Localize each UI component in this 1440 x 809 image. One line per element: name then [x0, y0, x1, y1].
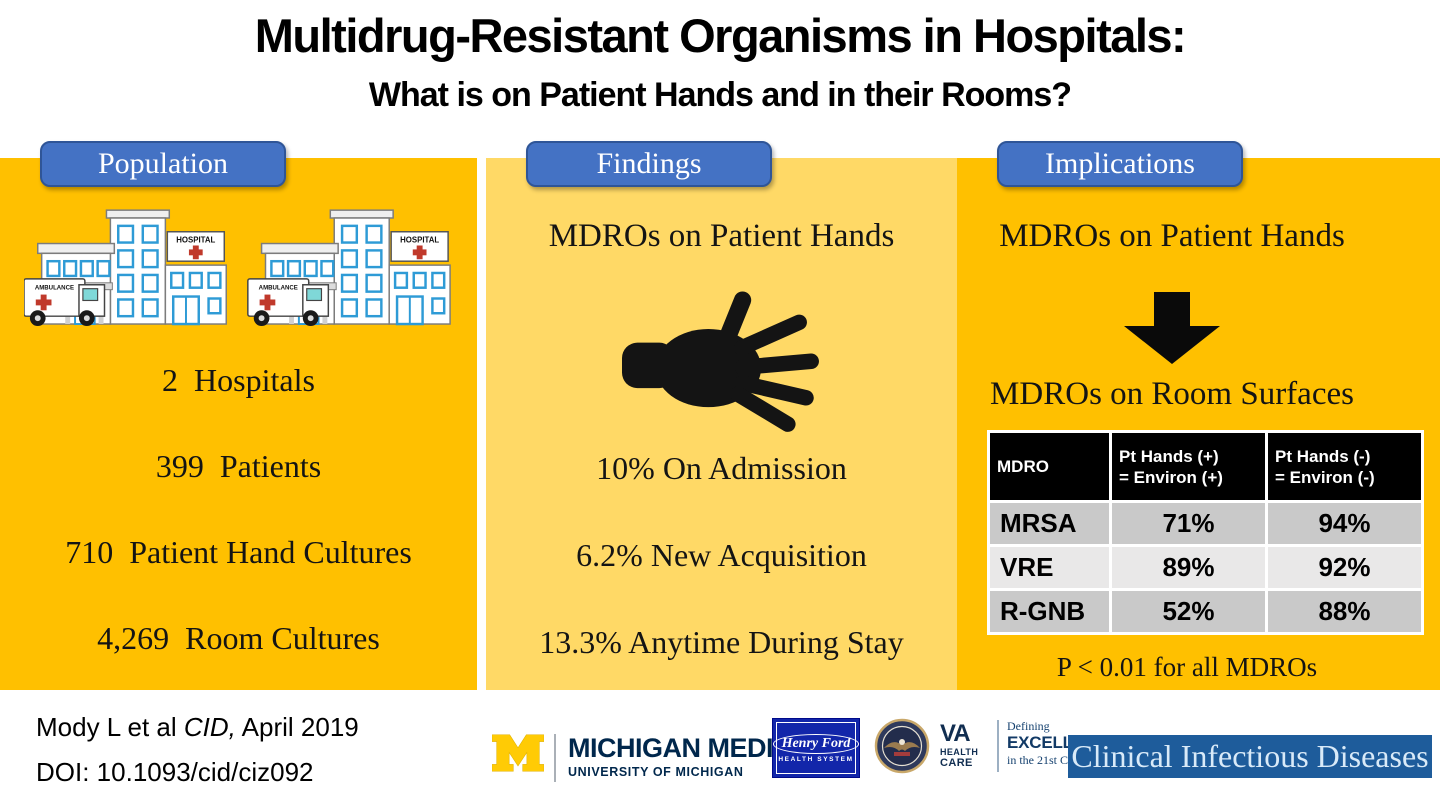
page-title: Multidrug-Resistant Organisms in Hospita…: [254, 9, 1187, 62]
header-line: = Environ (-): [1275, 467, 1375, 487]
cell-mdro-name: VRE: [987, 544, 1112, 591]
cell-mdro-name: MRSA: [987, 500, 1112, 547]
citation-post: April 2019: [235, 712, 359, 742]
mdro-table: MDRO Pt Hands (+) = Environ (+) Pt Hands …: [987, 430, 1424, 635]
finding-new-acquisition: 6.2% New Acquisition: [576, 537, 867, 573]
university-of-michigan-label: UNIVERSITY OF MICHIGAN: [568, 765, 744, 779]
michigan-block-m-icon: [492, 734, 544, 772]
down-arrow-icon: [1124, 292, 1220, 364]
implications-heading-bottom: MDROs on Room Surfaces: [990, 376, 1354, 412]
va-label: VA: [940, 720, 971, 747]
va-tagline-defining: Defining: [1007, 719, 1050, 733]
logo-divider: [554, 734, 556, 782]
population-header-badge: Population: [40, 141, 286, 187]
findings-column: Findings MDROs on Patient Hands 10% On A…: [486, 141, 957, 690]
citation-line: Mody L et al CID, April 2019: [36, 712, 359, 743]
henry-ford-logo: Henry Ford HEALTH SYSTEM: [772, 718, 860, 778]
table-row: MRSA 71% 94%: [987, 500, 1424, 547]
header-line: Pt Hands (+): [1119, 446, 1219, 466]
cell-neg-value: 88%: [1265, 588, 1424, 635]
cell-pos-value: 71%: [1109, 500, 1268, 547]
header-line: MDRO: [997, 457, 1049, 476]
va-health-label: HEALTH: [940, 747, 979, 757]
stat-value: 399: [155, 448, 204, 484]
henry-ford-script: Henry Ford: [772, 733, 860, 754]
table-row: VRE 89% 92%: [987, 544, 1424, 591]
footer: Mody L et al CID, April 2019 DOI: 10.109…: [0, 690, 1440, 809]
header-line: Pt Hands (-): [1275, 446, 1371, 466]
stat-label: Room Cultures: [185, 620, 380, 656]
header-line: = Environ (+): [1119, 467, 1223, 487]
finding-anytime: 13.3% Anytime During Stay: [539, 624, 904, 660]
p-value-footnote: P < 0.01 for all MDROs: [1056, 652, 1318, 682]
journal-banner: Clinical Infectious Diseases: [1068, 735, 1432, 778]
logo-divider: [997, 720, 999, 772]
cell-neg-value: 92%: [1265, 544, 1424, 591]
header-cell-hands-neg: Pt Hands (-) = Environ (-): [1265, 430, 1424, 503]
citation-doi: DOI: 10.1093/cid/ciz092: [36, 757, 314, 787]
citation-journal: CID,: [183, 712, 236, 742]
cell-mdro-name: R-GNB: [987, 588, 1112, 635]
implications-header-badge: Implications: [997, 141, 1243, 187]
implications-column: Implications MDROs on Patient Hands MDRO…: [957, 141, 1440, 690]
va-care-label: CARE: [940, 757, 973, 769]
stat-label: Hospitals: [194, 362, 315, 398]
two-hospitals-illustration: [24, 208, 452, 328]
header-cell-mdro: MDRO: [987, 430, 1112, 503]
stat-label: Patient Hand Cultures: [129, 534, 412, 570]
population-column: Population 2 Hospitals 399 Patients 710 Pat…: [0, 141, 477, 690]
cell-neg-value: 94%: [1265, 500, 1424, 547]
stat-label: Patients: [219, 448, 322, 484]
stat-value: 710: [65, 534, 114, 570]
citation-pre: Mody L et al: [36, 712, 184, 742]
henry-ford-health-system-label: HEALTH SYSTEM: [778, 755, 854, 763]
finding-admission: 10% On Admission: [596, 450, 847, 486]
mdro-table-header-row: MDRO Pt Hands (+) = Environ (+) Pt Hands …: [987, 430, 1424, 503]
va-healthcare-wordmark: VA HEALTH CARE: [940, 722, 978, 769]
stat-value: 4,269: [97, 620, 170, 656]
cell-pos-value: 89%: [1109, 544, 1268, 591]
table-row: R-GNB 52% 88%: [987, 588, 1424, 635]
hand-icon: [622, 291, 819, 432]
cell-pos-value: 52%: [1109, 588, 1268, 635]
va-seal-icon: [874, 718, 930, 774]
implications-heading-top: MDROs on Patient Hands: [999, 218, 1345, 254]
page-subtitle: What is on Patient Hands and in their Ro…: [368, 76, 1072, 114]
stat-room-cultures: 4,269 Room Cultures: [0, 620, 477, 657]
header-cell-hands-pos: Pt Hands (+) = Environ (+): [1109, 430, 1268, 503]
stat-value: 2: [162, 362, 179, 398]
stat-patients: 399 Patients: [0, 448, 477, 485]
findings-heading: MDROs on Patient Hands: [548, 218, 895, 254]
stat-hand-cultures: 710 Patient Hand Cultures: [0, 534, 477, 571]
findings-header-badge: Findings: [526, 141, 772, 187]
stat-hospitals: 2 Hospitals: [0, 362, 477, 399]
